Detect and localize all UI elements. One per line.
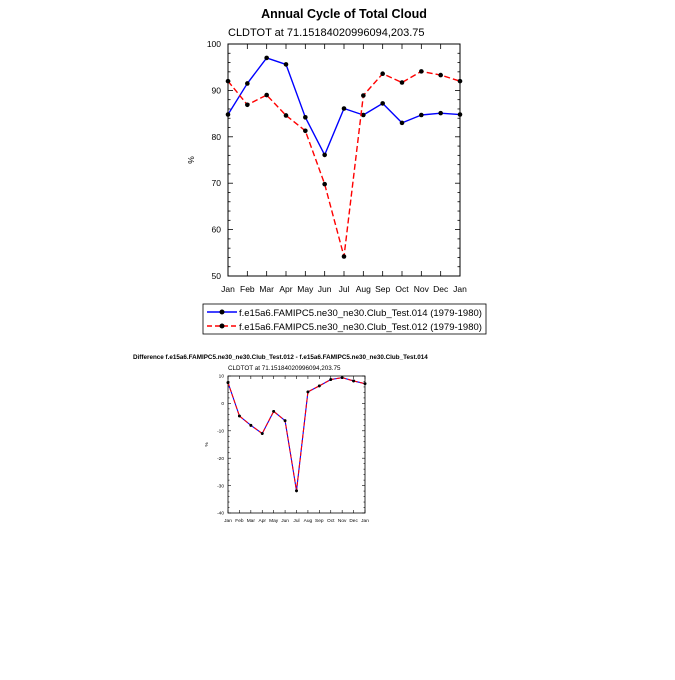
data-point (245, 102, 250, 108)
x-tick-label: Jan (224, 518, 232, 524)
plot-frame (227, 43, 461, 277)
y-tick-label: 60 (212, 225, 222, 235)
data-point (283, 62, 289, 67)
data-point (340, 376, 344, 380)
data-point (303, 128, 308, 134)
data-point (317, 384, 321, 388)
data-point (322, 152, 327, 158)
chart-subtitle: CLDTOT at 71.15184020996094,203.75 (228, 27, 425, 39)
x-tick-label: Mar (247, 518, 256, 524)
x-tick-label: Jun (281, 518, 289, 524)
data-point (245, 81, 250, 86)
data-point (341, 106, 347, 111)
y-tick-label: 10 (219, 374, 225, 380)
data-point (399, 120, 405, 126)
x-tick-label: Oct (327, 518, 335, 524)
data-point (438, 110, 443, 116)
x-tick-label: Apr (279, 284, 292, 294)
data-point (399, 80, 405, 85)
data-point (264, 55, 269, 61)
data-point (419, 69, 424, 74)
x-tick-label: May (297, 284, 314, 294)
series-line-1 (227, 377, 366, 492)
x-tick-label: Dec (433, 284, 449, 294)
chart-title: Difference f.e15a6.FAMIPC5.ne30_ne30.Clu… (133, 354, 428, 361)
chart-subtitle: CLDTOT at 71.15184020996094,203.75 (228, 365, 341, 372)
data-point (380, 71, 385, 76)
data-point (352, 379, 355, 383)
legend-swatch-marker (219, 309, 225, 315)
data-point (457, 78, 463, 84)
x-tick-label: Sep (375, 284, 390, 294)
x-tick-label: Jan (221, 284, 235, 294)
data-point (225, 78, 231, 84)
x-tick-label: Nov (338, 518, 347, 524)
x-tick-label: Feb (235, 518, 244, 524)
y-tick-label: 100 (207, 39, 221, 49)
y-tick-label: -40 (217, 511, 224, 517)
data-point (226, 381, 230, 384)
data-point (225, 112, 231, 117)
y-tick-label: 80 (212, 132, 222, 142)
data-point (361, 93, 366, 98)
data-point (419, 112, 424, 118)
x-tick-label: May (269, 518, 279, 524)
data-point (264, 92, 269, 98)
data-point (238, 414, 241, 418)
x-tick-label: Oct (395, 284, 409, 294)
y-tick-label: 0 (221, 401, 224, 407)
legend-entry-label: f.e15a6.FAMIPC5.ne30_ne30.Club_Test.014 … (239, 308, 482, 319)
series-line-1 (227, 70, 461, 258)
data-point (341, 254, 347, 259)
data-point (438, 72, 443, 78)
data-point (249, 423, 253, 427)
data-point (380, 101, 385, 106)
data-point (329, 378, 333, 381)
x-tick-label: Jun (318, 284, 332, 294)
x-tick-label: Nov (414, 284, 430, 294)
data-point (283, 113, 289, 118)
data-point (303, 115, 308, 120)
series-line-0 (227, 377, 366, 492)
x-tick-label: Apr (259, 518, 267, 524)
x-tick-label: Aug (304, 518, 313, 524)
main-chart: Annual Cycle of Total Cloud CLDTOT at 71.… (186, 7, 487, 335)
chart-title: Annual Cycle of Total Cloud (261, 7, 427, 21)
data-point (361, 112, 366, 118)
y-tick-label: -30 (217, 483, 224, 489)
y-tick-label: 50 (212, 271, 222, 281)
x-tick-label: Jan (361, 518, 369, 524)
legend-swatch-marker (219, 323, 225, 329)
data-point (295, 489, 298, 493)
legend-box (202, 303, 487, 335)
y-axis-label: % (186, 156, 196, 164)
y-tick-label: 90 (212, 85, 222, 95)
y-tick-label: 70 (212, 178, 222, 188)
x-tick-label: Aug (356, 284, 371, 294)
x-tick-label: Mar (259, 284, 274, 294)
x-tick-label: Jul (293, 518, 299, 524)
legend-entry-label: f.e15a6.FAMIPC5.ne30_ne30.Club_Test.012 … (239, 322, 482, 333)
y-tick-label: -10 (217, 428, 224, 434)
data-point (322, 181, 327, 187)
data-point (260, 432, 264, 435)
data-point (306, 390, 310, 394)
x-tick-label: Jul (339, 284, 350, 294)
legend: f.e15a6.FAMIPC5.ne30_ne30.Club_Test.014 … (202, 303, 487, 335)
data-point (363, 382, 367, 386)
y-tick-label: -20 (217, 456, 224, 462)
x-tick-label: Sep (315, 518, 324, 524)
y-axis-label: % (204, 442, 210, 447)
data-point (272, 409, 276, 413)
plot-frame (227, 375, 366, 514)
x-tick-label: Feb (240, 284, 255, 294)
data-point (457, 112, 463, 117)
data-point (283, 419, 287, 423)
difference-chart: Difference f.e15a6.FAMIPC5.ne30_ne30.Clu… (133, 354, 428, 524)
x-tick-label: Dec (349, 518, 358, 524)
x-tick-label: Jan (453, 284, 467, 294)
